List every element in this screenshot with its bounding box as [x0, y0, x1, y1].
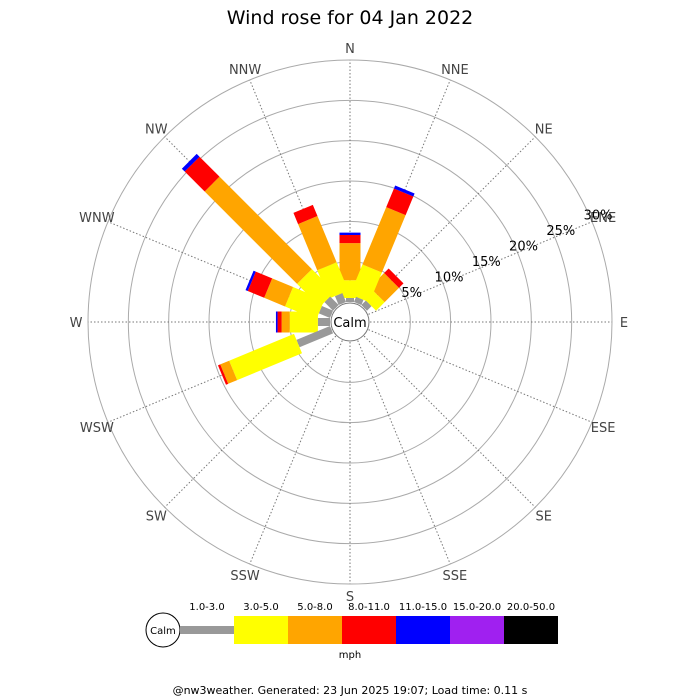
bar-wsw-bin-3 — [220, 360, 238, 384]
bar-ne-bin-4 — [384, 268, 404, 288]
bar-nw-bin-4 — [184, 156, 220, 192]
legend-swatch-2 — [234, 616, 288, 644]
calm-center: Calm — [330, 302, 370, 342]
legend-unit-label: mph — [339, 650, 361, 661]
bar-ne-bin-2 — [361, 287, 385, 311]
ring-label-15: 15% — [472, 255, 501, 270]
bar-wnw-bin-1 — [318, 306, 334, 319]
bar-ne-bin-1 — [361, 300, 372, 311]
direction-label-ene: ENE — [590, 211, 616, 226]
legend-swatch-5 — [396, 616, 450, 644]
direction-label-ese: ESE — [591, 421, 616, 436]
legend-label-6: 15.0-20.0 — [453, 602, 501, 613]
polar-grid — [87, 59, 613, 585]
bar-wsw-bin-4 — [217, 364, 229, 385]
bar-nw-bin-1 — [324, 296, 339, 311]
bar-nne-bin-2 — [350, 264, 382, 303]
ring-label-25: 25% — [546, 224, 575, 239]
grid-ring-3 — [208, 180, 492, 464]
bar-nw-bin-3 — [204, 176, 312, 284]
direction-labels: N NNE NE ENE E ESE SE SSE S SSW SW WSW W WNW NW NNW — [70, 42, 629, 605]
bar-wsw-bin-1 — [296, 325, 334, 348]
direction-label-n: N — [345, 42, 355, 57]
direction-label-s: S — [346, 590, 354, 605]
direction-label-sw: SW — [146, 510, 167, 525]
footer-text: @nw3weather. Generated: 23 Jun 2025 19:0… — [173, 684, 528, 697]
legend-swatch-3 — [288, 616, 342, 644]
ring-label-5: 5% — [401, 286, 422, 301]
wind-bars — [181, 153, 415, 385]
calm-label: Calm — [333, 316, 366, 331]
chart-title: Wind rose for 04 Jan 2022 — [227, 7, 474, 29]
bar-nne-bin-4 — [386, 188, 414, 216]
bar-nnw-bin-2 — [317, 262, 349, 299]
legend-swatch-4 — [342, 616, 396, 644]
legend-swatch-1 — [180, 626, 234, 634]
bar-nw-bin-5 — [181, 153, 200, 172]
direction-label-w: W — [70, 316, 83, 331]
legend-label-5: 11.0-15.0 — [399, 602, 447, 613]
legend-calm-label: Calm — [150, 626, 176, 637]
bar-nw-bin-2 — [297, 269, 335, 307]
direction-label-nw: NW — [145, 122, 168, 137]
direction-label-sse: SSE — [443, 569, 468, 584]
legend-label-3: 5.0-8.0 — [297, 602, 332, 613]
legend-label-2: 3.0-5.0 — [243, 602, 278, 613]
direction-label-e: E — [620, 316, 628, 331]
bar-nnw-bin-1 — [334, 293, 347, 306]
calm-circle — [330, 302, 370, 342]
direction-label-ne: NE — [535, 122, 553, 137]
grid-ring-5 — [127, 99, 573, 545]
ring-labels: 5% 10% 15% 20% 25% 30% — [401, 209, 612, 301]
legend-label-4: 8.0-11.0 — [348, 602, 390, 613]
legend: Calm mph 1.0-3.0 3.0-5.0 5.0-8.0 8.0-11.0 11… — [145, 602, 558, 661]
bar-wsw-bin-2 — [229, 333, 303, 381]
legend-swatch-7 — [504, 616, 558, 644]
bar-wnw-bin-2 — [285, 287, 325, 320]
bar-nne-bin-5 — [393, 185, 415, 197]
direction-label-ssw: SSW — [230, 569, 260, 584]
bar-ne-bin-3 — [369, 273, 399, 303]
bar-nnw-bin-3 — [298, 216, 337, 271]
bar-nnw-bin-4 — [293, 204, 318, 225]
direction-label-wnw: WNW — [79, 211, 115, 226]
legend-label-1: 1.0-3.0 — [189, 602, 224, 613]
direction-label-nnw: NNW — [229, 63, 261, 78]
direction-label-se: SE — [535, 510, 551, 525]
ring-label-20: 20% — [509, 240, 538, 255]
bar-wnw-bin-3 — [264, 278, 294, 307]
direction-label-nne: NNE — [441, 63, 469, 78]
ring-label-10: 10% — [435, 271, 464, 286]
legend-swatch-6 — [450, 616, 504, 644]
ring-label-30: 30% — [584, 209, 613, 224]
legend-label-7: 20.0-50.0 — [507, 602, 555, 613]
bar-nne-bin-3 — [362, 207, 406, 273]
bar-wnw-bin-5 — [245, 270, 256, 292]
direction-label-wsw: WSW — [80, 421, 114, 436]
bar-nne-bin-1 — [353, 296, 364, 306]
bar-wnw-bin-4 — [247, 271, 273, 298]
